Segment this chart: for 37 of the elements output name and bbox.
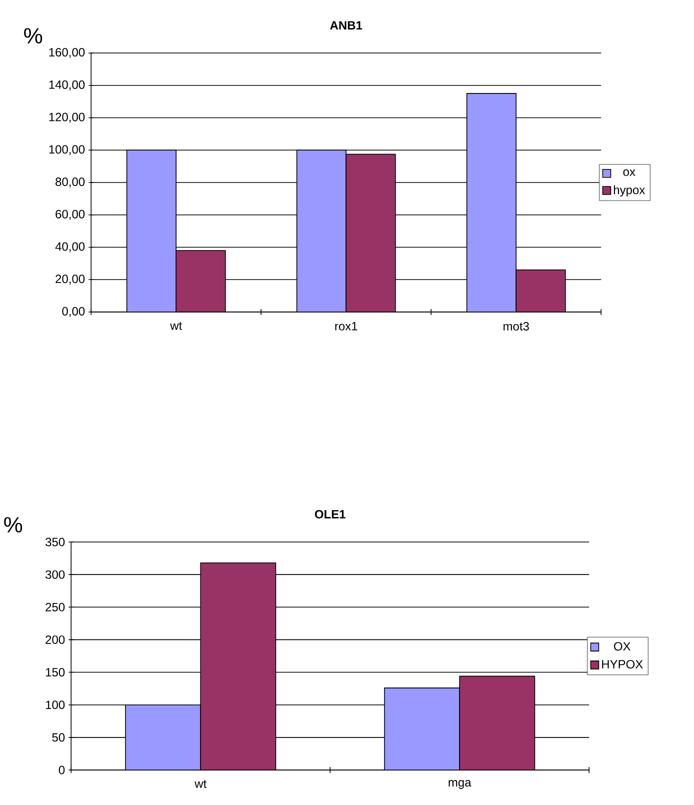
y-tick-label: 120,00 (49, 112, 85, 123)
y-axis-title: % (24, 28, 42, 44)
y-tick-label: 0,00 (62, 307, 85, 317)
y-tick-label: 160,00 (49, 48, 85, 58)
y-tick-label: 150 (46, 668, 65, 677)
y-tick-label: 350 (45, 538, 65, 546)
legend-label: hypox (614, 185, 645, 197)
chart-title: OLE1 (314, 510, 346, 518)
x-tick-label: mga (448, 780, 472, 789)
legend-label: ox (623, 169, 636, 176)
bar (459, 676, 536, 770)
y-tick-label: 80,00 (56, 178, 85, 188)
bar (125, 704, 201, 770)
y-tick-label: 60,00 (56, 210, 85, 220)
y-axis-title: % (4, 517, 22, 532)
y-tick-label: 140,00 (49, 80, 85, 90)
y-tick-label: 300 (45, 570, 65, 579)
y-tick-label: 200 (46, 635, 65, 644)
bar (466, 93, 516, 312)
y-tick-label: 100,00 (49, 145, 85, 156)
y-tick-label: 0 (58, 766, 65, 774)
y-tick-label: 250 (46, 602, 65, 612)
legend-label: HYPOX (602, 660, 643, 668)
y-tick-label: 50 (52, 733, 65, 742)
y-tick-label: 100 (46, 700, 65, 710)
legend-label: OX (614, 642, 630, 651)
x-tick-label: rox1 (335, 322, 358, 330)
y-tick-label: 40,00 (55, 242, 85, 252)
bar (126, 150, 176, 312)
bar (296, 150, 346, 312)
x-tick-label: wt (170, 322, 182, 330)
chart-title: ANB1 (330, 21, 362, 30)
x-tick-label: mot3 (504, 322, 529, 331)
bar (384, 688, 460, 770)
y-tick-label: 20,00 (56, 274, 85, 285)
bar (200, 562, 276, 770)
x-tick-label: wt (194, 780, 206, 788)
